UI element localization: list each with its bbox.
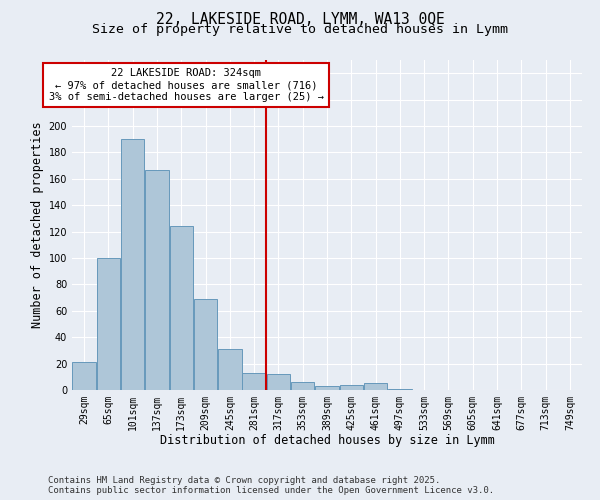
Bar (242, 373, 266, 390)
Bar (73, 362, 96, 390)
X-axis label: Distribution of detached houses by size in Lymm: Distribution of detached houses by size … (160, 434, 494, 448)
Bar (194, 299, 217, 390)
Bar (266, 374, 290, 390)
Bar (218, 349, 242, 390)
Text: 22 LAKESIDE ROAD: 324sqm
← 97% of detached houses are smaller (716)
3% of semi-d: 22 LAKESIDE ROAD: 324sqm ← 97% of detach… (49, 68, 323, 102)
Bar (145, 170, 169, 390)
Y-axis label: Number of detached properties: Number of detached properties (31, 122, 44, 328)
Bar (340, 384, 363, 390)
Text: Size of property relative to detached houses in Lymm: Size of property relative to detached ho… (92, 22, 508, 36)
Bar (291, 382, 314, 390)
Text: Contains HM Land Registry data © Crown copyright and database right 2025.
Contai: Contains HM Land Registry data © Crown c… (48, 476, 494, 495)
Text: 22, LAKESIDE ROAD, LYMM, WA13 0QE: 22, LAKESIDE ROAD, LYMM, WA13 0QE (155, 12, 445, 28)
Bar (388, 388, 412, 390)
Bar (170, 226, 193, 390)
Bar (97, 258, 120, 390)
Bar (364, 384, 388, 390)
Bar (315, 386, 339, 390)
Bar (121, 139, 145, 390)
